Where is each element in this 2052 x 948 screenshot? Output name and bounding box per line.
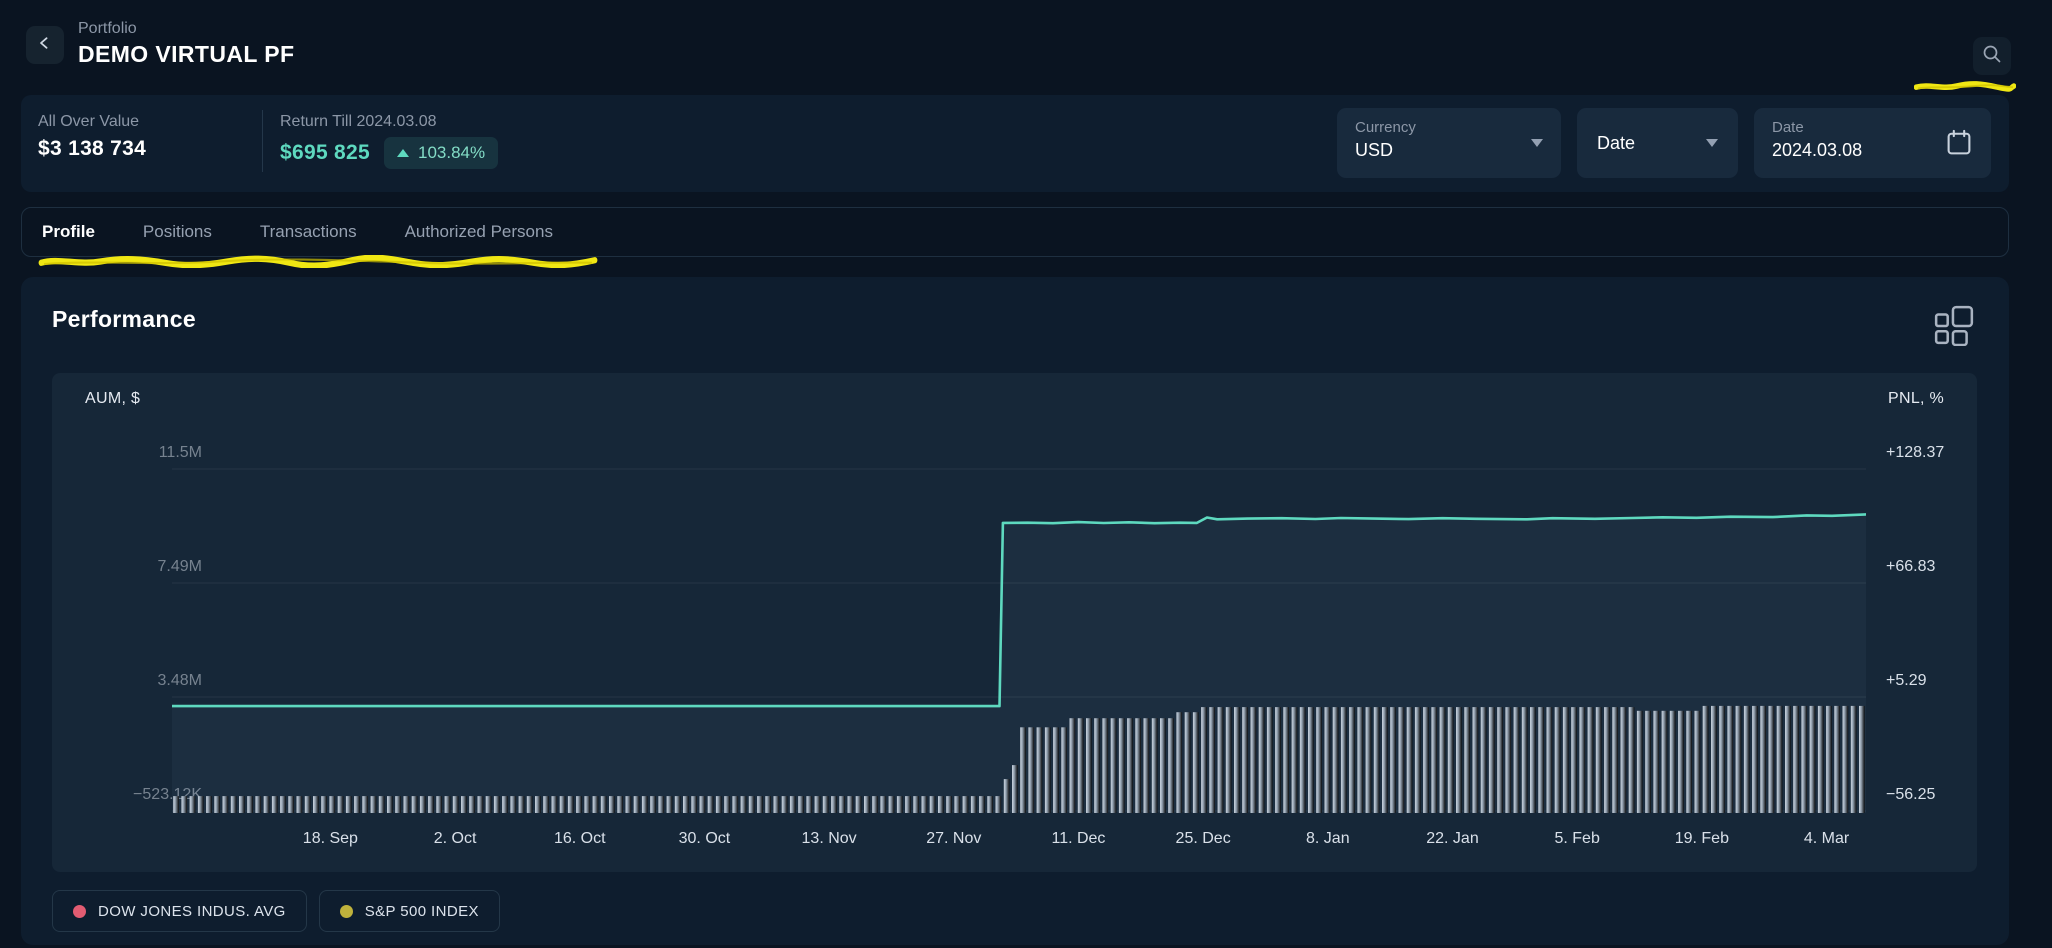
search-button[interactable] bbox=[1973, 37, 2011, 75]
x-tick-label: 8. Jan bbox=[1306, 830, 1350, 847]
return-change: 103.84% bbox=[418, 143, 486, 162]
chevron-left-icon bbox=[37, 35, 53, 56]
tab-profile[interactable]: Profile bbox=[42, 222, 95, 241]
tab-transactions[interactable]: Transactions bbox=[259, 222, 357, 241]
tab-bar: Profile Positions Transactions Authorize… bbox=[21, 207, 2009, 257]
chevron-down-icon bbox=[1706, 139, 1718, 147]
x-tick-label: 22. Jan bbox=[1426, 830, 1479, 847]
performance-chart-panel: AUM, $ PNL, % 11.5M 7.49M 3.48M −523.12K +1… bbox=[52, 373, 1977, 872]
grid-layout-icon bbox=[1933, 304, 1975, 351]
x-tick-label: 11. Dec bbox=[1051, 830, 1106, 847]
arrow-up-icon bbox=[397, 149, 409, 157]
return-value: $695 825 bbox=[280, 141, 370, 164]
x-tick-label: 19. Feb bbox=[1674, 830, 1729, 847]
tab-authorized-persons[interactable]: Authorized Persons bbox=[404, 222, 553, 241]
date-mode-dropdown[interactable]: Date bbox=[1577, 108, 1738, 178]
chart-plot-area[interactable] bbox=[170, 395, 1868, 820]
currency-value: USD bbox=[1355, 140, 1394, 160]
legend-item-dow-jones[interactable]: DOW JONES INDUS. AVG bbox=[52, 890, 307, 932]
currency-label: Currency bbox=[1355, 119, 1416, 136]
search-icon bbox=[1982, 44, 2002, 69]
back-button[interactable] bbox=[26, 26, 64, 64]
all-over-value: $3 138 734 bbox=[38, 137, 147, 160]
legend-label: S&P 500 INDEX bbox=[364, 902, 479, 920]
date-field-label: Date bbox=[1772, 119, 1804, 136]
tick-label: 7.49M bbox=[157, 558, 202, 575]
x-tick-label: 2. Oct bbox=[433, 830, 477, 847]
highlight-marker-search bbox=[1914, 81, 2016, 92]
tick-label: +5.29 bbox=[1886, 672, 1927, 689]
divider bbox=[262, 110, 263, 172]
x-tick-label: 16. Oct bbox=[553, 830, 606, 847]
layout-toggle-button[interactable] bbox=[1930, 303, 1978, 351]
performance-title: Performance bbox=[52, 306, 196, 332]
left-axis-title: AUM, $ bbox=[85, 390, 141, 407]
x-tick-label: 25. Dec bbox=[1175, 830, 1231, 847]
date-field-value: 2024.03.08 bbox=[1772, 140, 1863, 160]
x-tick-label: 5. Feb bbox=[1554, 830, 1600, 847]
right-axis-title: PNL, % bbox=[1888, 390, 1945, 407]
x-axis-ticks: 18. Sep 2. Oct 16. Oct 30. Oct 13. Nov 27. No… bbox=[172, 830, 1866, 852]
date-picker[interactable]: Date 2024.03.08 bbox=[1754, 108, 1991, 178]
x-tick-label: 27. Nov bbox=[926, 830, 982, 847]
calendar-icon bbox=[1945, 128, 1973, 163]
currency-select[interactable]: Currency USD bbox=[1337, 108, 1561, 178]
tick-label: 3.48M bbox=[157, 672, 202, 689]
tab-positions[interactable]: Positions bbox=[142, 222, 212, 241]
x-tick-label: 13. Nov bbox=[801, 830, 857, 847]
legend-label: DOW JONES INDUS. AVG bbox=[98, 902, 286, 920]
right-axis-ticks: +128.37 +66.83 +5.29 −56.25 bbox=[1886, 373, 1976, 872]
all-over-value-stat: All Over Value $3 138 734 bbox=[38, 113, 146, 161]
chart-legend: DOW JONES INDUS. AVG S&P 500 INDEX bbox=[52, 890, 500, 932]
legend-item-sp500[interactable]: S&P 500 INDEX bbox=[318, 890, 500, 932]
x-tick-label: 30. Oct bbox=[678, 830, 731, 847]
all-over-value-label: All Over Value bbox=[38, 113, 140, 130]
x-tick-label: 18. Sep bbox=[302, 830, 358, 847]
chevron-down-icon bbox=[1531, 139, 1543, 147]
tick-label: 11.5M bbox=[158, 444, 202, 461]
date-mode-label: Date bbox=[1597, 132, 1636, 153]
series-color-dot bbox=[73, 904, 86, 918]
return-label: Return Till 2024.03.08 bbox=[280, 113, 437, 130]
x-tick-label: 4. Mar bbox=[1803, 830, 1850, 847]
return-change-badge: 103.84% bbox=[384, 137, 499, 169]
tick-label: −56.25 bbox=[1886, 786, 1936, 803]
series-color-dot bbox=[339, 904, 353, 918]
tick-label: +128.37 bbox=[1886, 444, 1945, 461]
tick-label: +66.83 bbox=[1886, 558, 1936, 575]
breadcrumb: Portfolio bbox=[78, 20, 137, 37]
return-stat: Return Till 2024.03.08 $695 825 103.84% bbox=[280, 113, 499, 169]
page-title: DEMO VIRTUAL PF bbox=[78, 41, 295, 67]
